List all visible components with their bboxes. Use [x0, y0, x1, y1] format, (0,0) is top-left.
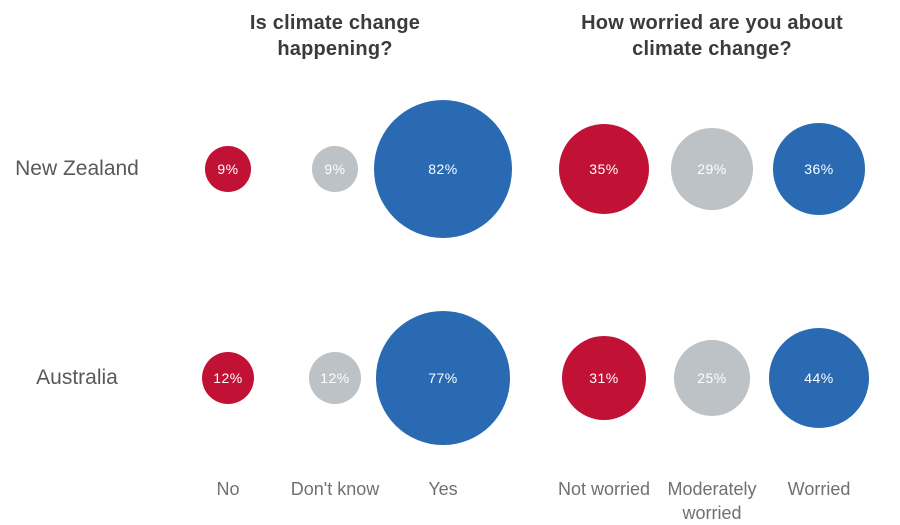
row-label-new-zealand: New Zealand: [15, 157, 139, 180]
bubble-australia-moderately-worried: 25%: [674, 340, 750, 416]
category-label-yes: Yes: [428, 479, 458, 499]
bubble-new-zealand-don-t-know: 9%: [312, 146, 358, 192]
category-label-moderately-worried: Moderately worried: [667, 479, 757, 523]
question-title-how-worried: How worried are you about climate change…: [581, 12, 843, 60]
bubble-new-zealand-moderately-worried: 29%: [671, 128, 753, 210]
bubble-new-zealand-not-worried: 35%: [559, 124, 649, 214]
bubble-new-zealand-worried: 36%: [773, 123, 865, 215]
bubble-australia-yes: 77%: [376, 311, 510, 445]
category-label-worried: Worried: [787, 479, 851, 499]
bubble-australia-not-worried: 31%: [561, 335, 647, 421]
bubble-new-zealand-yes: 82%: [374, 100, 512, 238]
bubble-australia-don-t-know: 12%: [308, 351, 362, 405]
category-label-not-worried: Not worried: [557, 479, 651, 499]
category-label-dont-know: Don't know: [290, 479, 380, 499]
bubble-australia-no: 12%: [201, 351, 255, 405]
row-label-australia: Australia: [36, 366, 118, 389]
question-title-climate-happening: Is climate change happening?: [249, 12, 421, 60]
bubble-australia-worried: 44%: [768, 327, 870, 429]
bubble-new-zealand-no: 9%: [205, 146, 251, 192]
category-label-no: No: [216, 479, 240, 499]
